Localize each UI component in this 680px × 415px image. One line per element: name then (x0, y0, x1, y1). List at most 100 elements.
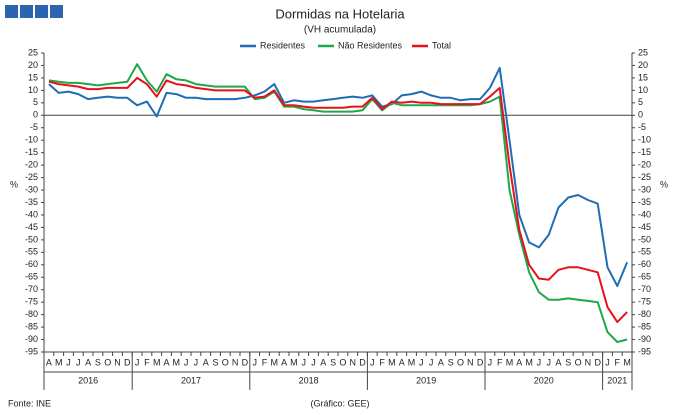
x-tick-label: N (585, 357, 592, 367)
x-tick-label: N (467, 357, 474, 367)
y-tick-label: -45 (25, 222, 38, 232)
y-tick-label: -60 (25, 259, 38, 269)
x-tick-label: J (605, 357, 610, 367)
y2-tick-label: -20 (638, 160, 651, 170)
x-tick-label: A (555, 357, 561, 367)
x-tick-label: F (262, 357, 268, 367)
y-tick-label: -40 (25, 209, 38, 219)
y-tick-label: -10 (25, 135, 38, 145)
x-tick-label: A (281, 357, 287, 367)
logo-square (50, 5, 63, 18)
logo-square (20, 5, 33, 18)
x-tick-label: A (438, 357, 444, 367)
x-tick-label: A (399, 357, 405, 367)
y2-tick-label: -50 (638, 234, 651, 244)
x-tick-label: A (163, 357, 169, 367)
y-tick-label: -85 (25, 321, 38, 331)
year-label: 2018 (299, 375, 319, 385)
y-tick-label: -35 (25, 197, 38, 207)
x-tick-label: M (271, 357, 279, 367)
x-tick-label: J (301, 357, 306, 367)
y2-tick-label: -30 (638, 184, 651, 194)
y-tick-label: -75 (25, 297, 38, 307)
x-tick-label: F (144, 357, 150, 367)
x-tick-label: A (85, 357, 91, 367)
x-tick-label: S (330, 357, 336, 367)
legend-label: Residentes (260, 40, 306, 50)
y2-tick-label: 10 (638, 85, 648, 95)
y2-tick-label: -25 (638, 172, 651, 182)
y-tick-label: -20 (25, 160, 38, 170)
x-tick-label: S (212, 357, 218, 367)
x-tick-label: M (525, 357, 533, 367)
y2-tick-label: -80 (638, 309, 651, 319)
x-tick-label: J (419, 357, 424, 367)
y2-tick-label: -85 (638, 321, 651, 331)
x-tick-label: J (537, 357, 542, 367)
x-tick-label: O (339, 357, 346, 367)
y2-tick-label: 25 (638, 47, 648, 57)
x-tick-label: M (506, 357, 514, 367)
series-line (48, 76, 628, 324)
x-tick-label: J (184, 357, 189, 367)
y2-tick-label: -60 (638, 259, 651, 269)
x-tick-label: S (448, 357, 454, 367)
y-tick-label: -55 (25, 247, 38, 257)
y2-tick-label: -15 (638, 147, 651, 157)
x-tick-label: J (66, 357, 71, 367)
year-label: 2020 (534, 375, 554, 385)
legend-label: Não Residentes (338, 40, 403, 50)
y-tick-label: 20 (28, 60, 38, 70)
x-tick-label: M (408, 357, 416, 367)
year-label: 2021 (607, 375, 627, 385)
x-tick-label: M (153, 357, 161, 367)
x-tick-label: J (135, 357, 140, 367)
year-label: 2017 (181, 375, 201, 385)
y2-tick-label: 20 (638, 60, 648, 70)
y2-tick-label: -95 (638, 346, 651, 356)
y-tick-label: -50 (25, 234, 38, 244)
x-tick-label: M (623, 357, 631, 367)
x-tick-label: J (370, 357, 375, 367)
x-tick-label: J (76, 357, 81, 367)
x-tick-label: F (497, 357, 503, 367)
x-tick-label: D (477, 357, 484, 367)
y2-tick-label: -55 (638, 247, 651, 257)
x-tick-label: N (349, 357, 356, 367)
series-line (48, 63, 628, 343)
y-tick-label: 0 (33, 110, 38, 120)
x-tick-label: A (203, 357, 209, 367)
x-tick-label: M (290, 357, 298, 367)
x-tick-label: M (388, 357, 396, 367)
y2-tick-label: -45 (638, 222, 651, 232)
y2-tick-label: 5 (638, 97, 643, 107)
x-tick-label: N (114, 357, 121, 367)
x-tick-label: N (232, 357, 239, 367)
y-tick-label: 5 (33, 97, 38, 107)
y2-tick-label: -90 (638, 334, 651, 344)
x-tick-label: D (359, 357, 366, 367)
x-tick-label: A (320, 357, 326, 367)
y-tick-label: -25 (25, 172, 38, 182)
x-tick-label: M (173, 357, 181, 367)
y-tick-label: -30 (25, 184, 38, 194)
x-tick-label: O (222, 357, 229, 367)
y2-tick-label: -10 (638, 135, 651, 145)
logo-square (35, 5, 48, 18)
y-tick-label: -5 (30, 122, 38, 132)
x-tick-label: D (124, 357, 131, 367)
x-tick-label: A (46, 357, 52, 367)
legend-label: Total (432, 40, 451, 50)
y-tick-label: 10 (28, 85, 38, 95)
source: Fonte: INE (8, 398, 51, 408)
x-tick-label: J (429, 357, 434, 367)
y2-tick-label: -35 (638, 197, 651, 207)
y2-tick-label: -75 (638, 297, 651, 307)
year-label: 2019 (416, 375, 436, 385)
x-tick-label: A (516, 357, 522, 367)
y-tick-label: 15 (28, 72, 38, 82)
y-axis-label: % (10, 179, 18, 189)
x-tick-label: O (104, 357, 111, 367)
y-tick-label: -80 (25, 309, 38, 319)
